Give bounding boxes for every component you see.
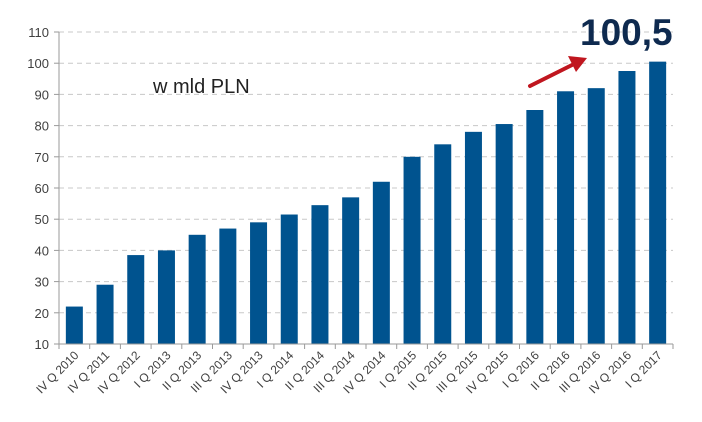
y-tick-label: 90 bbox=[35, 87, 49, 102]
trend-arrow bbox=[528, 62, 576, 88]
bar bbox=[495, 124, 513, 344]
y-tick-label: 20 bbox=[35, 306, 49, 321]
bar bbox=[219, 228, 237, 344]
bar bbox=[557, 91, 575, 344]
y-tick-label: 70 bbox=[35, 150, 49, 165]
bar bbox=[127, 255, 145, 344]
bar bbox=[188, 234, 206, 344]
unit-annotation: w mld PLN bbox=[152, 76, 250, 98]
y-tick-label: 110 bbox=[28, 25, 49, 40]
gridlines bbox=[59, 31, 673, 314]
y-tick-label: 100 bbox=[27, 56, 49, 71]
bar bbox=[587, 88, 605, 344]
y-tick-label: 80 bbox=[35, 119, 49, 134]
bar bbox=[618, 71, 636, 344]
final-value-annotation: 100,5 bbox=[580, 12, 673, 53]
bar bbox=[342, 197, 360, 344]
bars bbox=[65, 61, 667, 344]
y-tick-label: 10 bbox=[35, 337, 49, 352]
y-tick-label: 30 bbox=[35, 275, 49, 290]
bar bbox=[403, 156, 421, 344]
bar bbox=[280, 214, 298, 344]
trend-arrow-head bbox=[568, 56, 587, 72]
y-tick-label: 60 bbox=[35, 181, 49, 196]
bar bbox=[65, 306, 83, 344]
y-tick-label: 50 bbox=[35, 212, 49, 227]
bar bbox=[157, 250, 175, 344]
bar bbox=[250, 222, 268, 344]
bar bbox=[372, 181, 390, 344]
bar bbox=[649, 61, 667, 344]
y-tick-label: 40 bbox=[35, 243, 49, 258]
bar bbox=[96, 284, 114, 344]
bar bbox=[464, 131, 482, 344]
bar bbox=[311, 205, 329, 344]
y-axis-ticks: 10 20 30 40 50 60 70 80 90 100 110 bbox=[27, 25, 59, 352]
bar bbox=[526, 110, 544, 344]
bar bbox=[434, 144, 452, 344]
